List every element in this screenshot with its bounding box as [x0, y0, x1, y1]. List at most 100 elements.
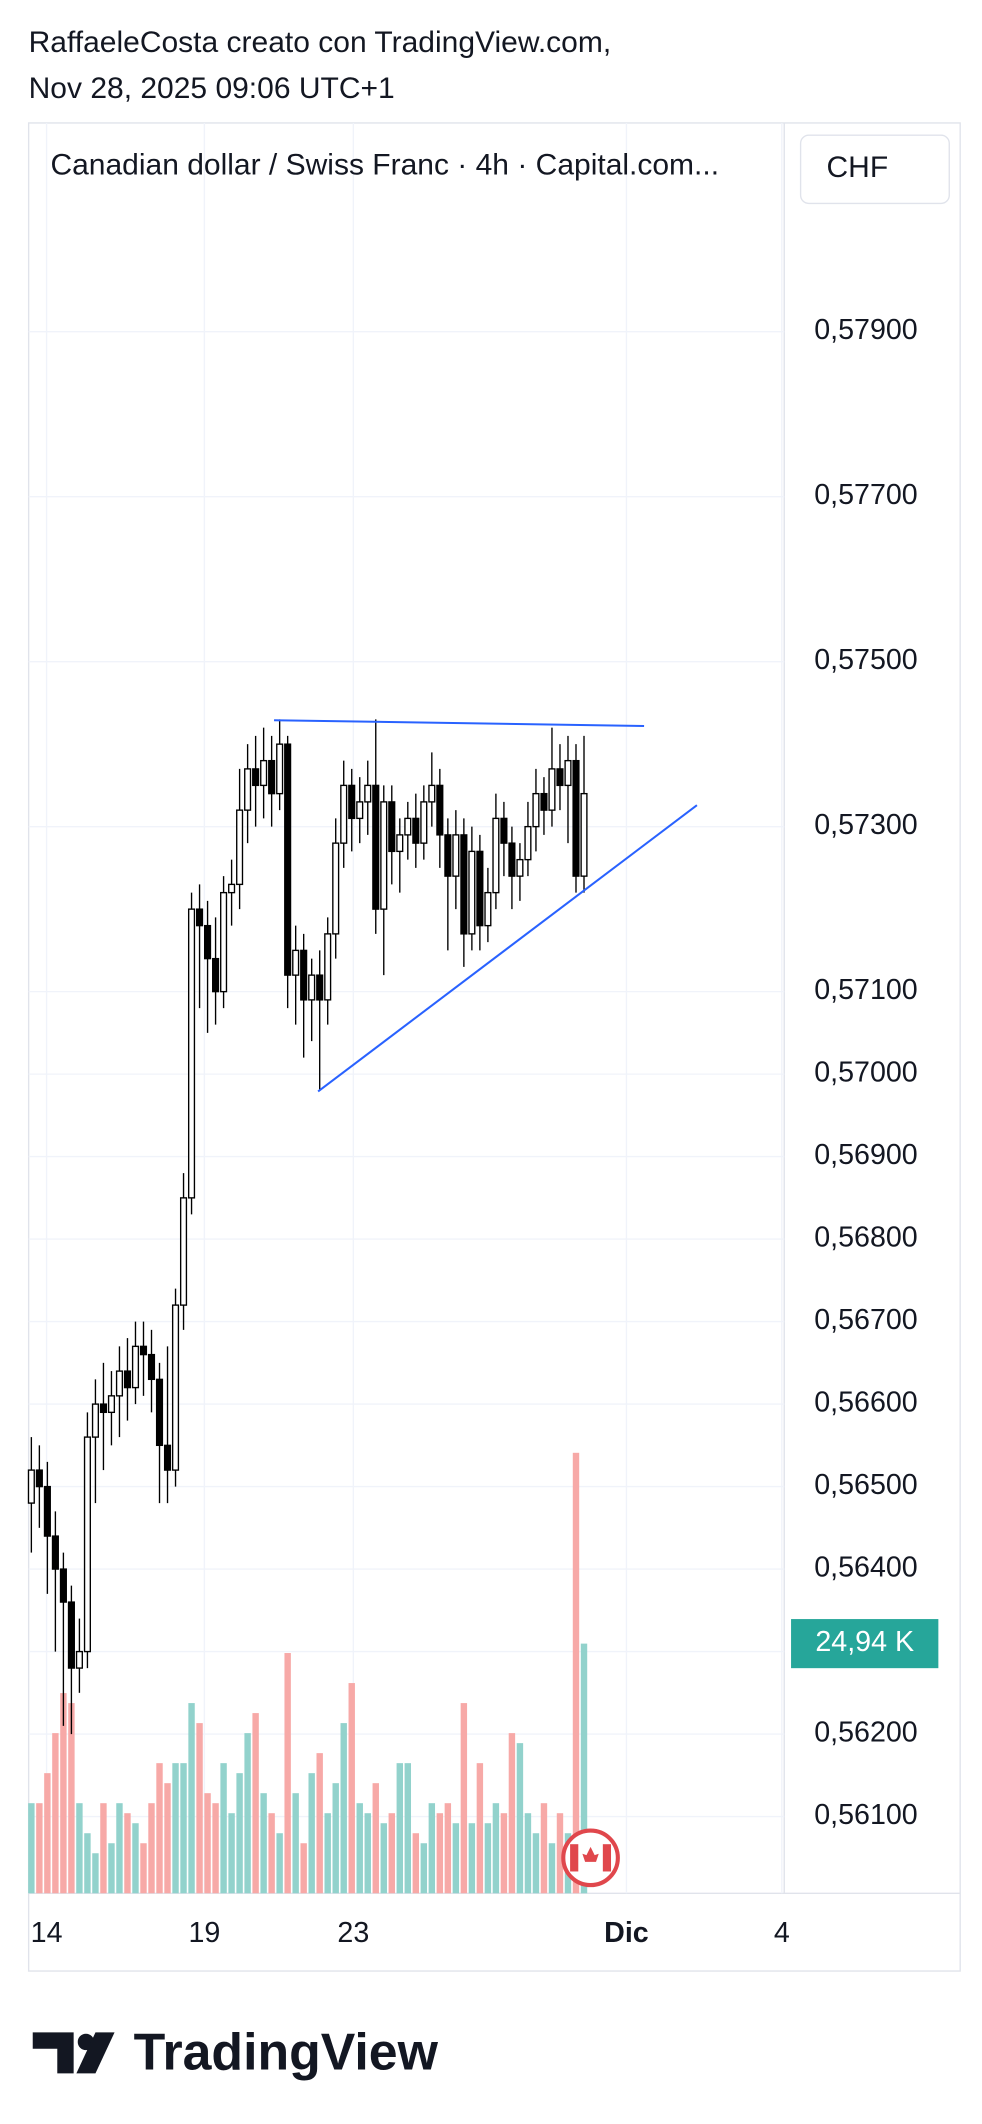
volume-bar	[308, 1773, 315, 1894]
volume-bar	[68, 1703, 75, 1894]
candle-body	[252, 768, 260, 787]
currency: CHF	[827, 151, 889, 184]
volume-bar	[556, 1813, 564, 1894]
volume-bar	[188, 1703, 195, 1894]
volume-bar	[52, 1733, 59, 1894]
volume-bar	[332, 1783, 339, 1894]
currency-box[interactable]	[799, 134, 950, 205]
volume-bar	[372, 1783, 379, 1894]
candle-body	[51, 1535, 59, 1570]
volume-bar	[532, 1833, 540, 1894]
y-tick-label: 0,56900	[814, 1139, 917, 1171]
candle-body	[308, 974, 316, 1001]
chart-title: Canadian dollar / Swiss Franc · 4h · Cap…	[50, 149, 719, 182]
candle-body	[171, 1304, 180, 1471]
x-tick-label: 23	[337, 1917, 369, 1949]
candle-body	[356, 801, 364, 820]
candle-body	[91, 1403, 100, 1438]
volume-bar	[260, 1793, 267, 1894]
volume-bar	[476, 1763, 484, 1894]
candle-body	[436, 784, 444, 836]
volume-bar	[404, 1763, 412, 1894]
x-tick-label: 14	[31, 1917, 63, 1949]
volume-bar	[292, 1793, 299, 1894]
candle-body	[43, 1485, 51, 1537]
volume-bar	[340, 1723, 347, 1894]
volume-bar	[100, 1803, 107, 1894]
candle-body	[276, 743, 284, 795]
candle-body	[500, 817, 508, 844]
y-tick-label: 0,56700	[814, 1304, 917, 1336]
volume-bar	[420, 1843, 428, 1894]
maple-leaf	[582, 1846, 599, 1862]
volume-bar	[284, 1653, 291, 1894]
candle-body	[516, 858, 524, 877]
volume-bar	[180, 1763, 187, 1894]
volume-bar	[172, 1763, 179, 1894]
volume-bar	[204, 1793, 211, 1894]
volume-layer	[28, 1452, 588, 1894]
candle-body	[364, 784, 372, 803]
x-tick-label: 4	[774, 1917, 790, 1949]
candle-body	[147, 1353, 156, 1381]
candle-body	[580, 792, 588, 877]
event-flag-right	[602, 1844, 612, 1872]
candle-body	[452, 834, 460, 877]
candle-body	[35, 1469, 43, 1488]
volume-bar	[268, 1813, 275, 1894]
volume-bar	[252, 1713, 259, 1894]
volume-bar	[500, 1813, 508, 1894]
candle-body	[236, 809, 244, 886]
volume-bar	[92, 1853, 99, 1894]
volume-bar	[356, 1803, 363, 1894]
candle-body	[468, 850, 476, 935]
volume-bar	[412, 1833, 420, 1894]
date-line: Nov 28, 2025 09:06 UTC+1	[29, 72, 395, 105]
volume-bar	[436, 1813, 444, 1894]
candle-body	[372, 784, 380, 910]
volume-bar	[580, 1643, 588, 1894]
volume-bar	[76, 1803, 83, 1894]
trend-line	[274, 719, 645, 728]
candle-body	[284, 743, 292, 976]
x-tick-label: Dic	[604, 1917, 649, 1949]
y-tick-label: 0,56800	[814, 1222, 917, 1254]
candle-body	[572, 759, 580, 877]
candle-body	[532, 792, 540, 828]
volume-bar	[124, 1813, 131, 1894]
volume-bar	[60, 1693, 67, 1894]
candle-body	[155, 1378, 164, 1447]
volume-bar	[116, 1803, 123, 1894]
author-line: RaffaeleCosta creato con TradingView.com…	[29, 26, 612, 59]
volume-bar	[316, 1753, 323, 1894]
volume-bar	[468, 1823, 476, 1894]
brand-logo	[32, 2032, 115, 2074]
candle-body	[244, 768, 252, 811]
candle-body	[163, 1444, 172, 1471]
candle-body	[115, 1370, 124, 1397]
volume-bar	[324, 1813, 331, 1894]
candle-body	[412, 817, 420, 844]
volume-bar	[156, 1763, 163, 1894]
x-tick-label: 19	[188, 1917, 220, 1949]
volume-bar	[212, 1803, 219, 1894]
volume-bar	[108, 1843, 115, 1894]
candle-body	[564, 759, 572, 787]
candle-body	[396, 834, 404, 853]
candle-body	[340, 784, 348, 844]
volume-bar	[364, 1813, 371, 1894]
candle-body	[556, 768, 564, 787]
volume-bar	[44, 1773, 51, 1894]
volume-bar	[228, 1813, 235, 1894]
candle-body	[420, 801, 428, 844]
volume-bar	[396, 1763, 403, 1894]
candle-body	[27, 1469, 35, 1504]
volume-bar	[516, 1743, 524, 1894]
candle-body	[332, 842, 340, 935]
candle-body	[228, 883, 236, 894]
event-flag[interactable]	[561, 1828, 620, 1888]
grid	[28, 122, 785, 1894]
volume-bar	[444, 1803, 452, 1894]
